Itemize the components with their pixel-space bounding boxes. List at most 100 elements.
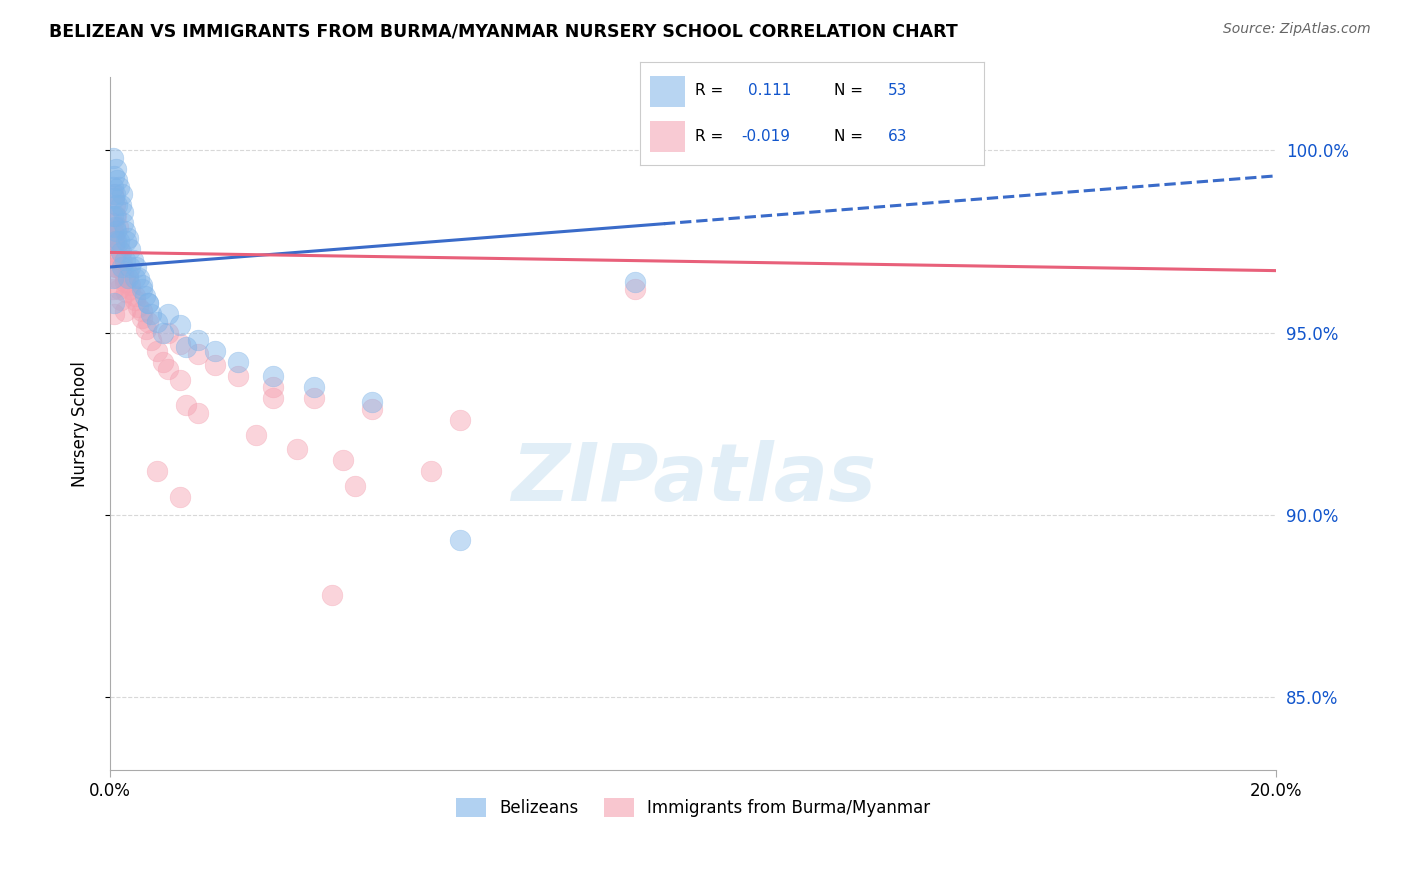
Point	[114, 275, 136, 289]
Text: R =: R =	[695, 128, 723, 144]
Point	[262, 380, 284, 394]
Text: N =: N =	[834, 128, 863, 144]
Point	[120, 278, 142, 293]
Point	[111, 260, 134, 274]
Point	[135, 322, 157, 336]
Point	[152, 355, 174, 369]
Point	[449, 413, 471, 427]
Point	[262, 391, 284, 405]
Point	[101, 209, 124, 223]
Point	[128, 271, 150, 285]
Point	[419, 464, 441, 478]
Point	[204, 359, 226, 373]
Point	[136, 296, 159, 310]
Point	[101, 216, 124, 230]
Point	[110, 245, 132, 260]
Point	[105, 271, 128, 285]
Point	[169, 373, 191, 387]
Text: Source: ZipAtlas.com: Source: ZipAtlas.com	[1223, 22, 1371, 37]
Point	[110, 293, 132, 307]
Point	[131, 282, 153, 296]
Point	[131, 311, 153, 326]
Point	[104, 209, 127, 223]
Point	[157, 326, 180, 340]
Point	[104, 209, 127, 223]
Point	[103, 227, 125, 242]
Point	[114, 271, 136, 285]
Point	[124, 271, 146, 285]
Point	[623, 282, 645, 296]
Point	[101, 151, 124, 165]
Point	[449, 533, 471, 548]
Point	[103, 238, 125, 252]
Point	[108, 179, 131, 194]
Point	[136, 296, 159, 310]
Point	[361, 402, 384, 417]
Text: ZIPatlas: ZIPatlas	[510, 440, 876, 518]
Point	[117, 267, 139, 281]
Point	[152, 326, 174, 340]
Point	[623, 275, 645, 289]
Point	[114, 223, 136, 237]
Point	[114, 252, 136, 267]
Point	[228, 369, 250, 384]
Point	[262, 369, 284, 384]
Point	[131, 303, 153, 318]
Point	[104, 260, 127, 274]
Point	[105, 172, 128, 186]
Point	[131, 278, 153, 293]
Point	[361, 395, 384, 409]
Point	[120, 260, 142, 274]
Point	[104, 249, 127, 263]
Point	[111, 263, 134, 277]
Point	[101, 223, 124, 237]
Point	[114, 303, 136, 318]
Point	[120, 282, 142, 296]
Point	[103, 169, 125, 183]
Point	[139, 333, 162, 347]
Point	[103, 191, 125, 205]
Point	[204, 343, 226, 358]
Point	[117, 231, 139, 245]
Point	[101, 187, 124, 202]
Point	[104, 198, 127, 212]
Point	[125, 260, 148, 274]
Point	[101, 282, 124, 296]
Point	[104, 187, 127, 202]
Point	[105, 235, 128, 249]
Text: R =: R =	[695, 83, 723, 97]
Point	[174, 340, 197, 354]
Point	[145, 464, 167, 478]
Point	[139, 307, 162, 321]
Point	[110, 198, 132, 212]
Point	[108, 235, 131, 249]
Point	[134, 289, 156, 303]
Point	[108, 282, 131, 296]
Point	[103, 307, 125, 321]
Text: 0.111: 0.111	[748, 83, 792, 97]
Point	[122, 252, 145, 267]
Point	[104, 161, 127, 176]
Point	[302, 391, 325, 405]
Text: -0.019: -0.019	[741, 128, 790, 144]
Point	[107, 219, 129, 234]
Point	[332, 453, 354, 467]
Point	[105, 260, 128, 274]
Point	[321, 588, 343, 602]
Point	[186, 333, 208, 347]
Point	[127, 300, 149, 314]
Point	[186, 347, 208, 361]
Point	[105, 198, 128, 212]
Point	[104, 245, 127, 260]
Point	[285, 442, 308, 457]
Point	[174, 399, 197, 413]
Legend: Belizeans, Immigrants from Burma/Myanmar: Belizeans, Immigrants from Burma/Myanmar	[450, 791, 936, 824]
Point	[104, 219, 127, 234]
Bar	[650, 76, 685, 106]
Point	[145, 343, 167, 358]
Point	[186, 406, 208, 420]
Point	[169, 318, 191, 333]
Point	[110, 252, 132, 267]
Point	[136, 315, 159, 329]
Point	[145, 315, 167, 329]
